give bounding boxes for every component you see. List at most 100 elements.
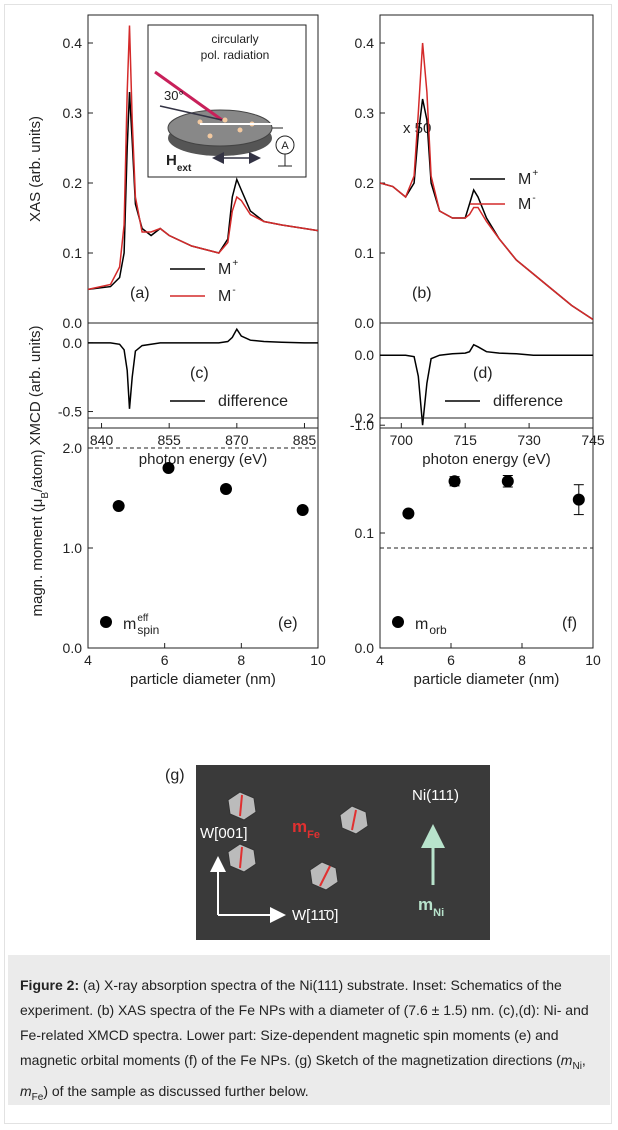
legend-superscript: eff [137,613,148,624]
y-tick-label: 0.4 [63,35,83,51]
fe-moment-label: mFe [292,817,320,841]
y-tick-label: 0.0 [63,315,83,331]
series-line [380,343,593,426]
legend-superscript: - [532,193,535,204]
panel-label: (f) [562,615,577,632]
caption-text: Ni [572,1060,582,1072]
legend-superscript: + [532,168,538,179]
legend-name: M [518,196,531,213]
plot-frame [87,322,319,429]
legend-swatch [392,616,404,628]
point [572,493,585,506]
caption-text: (a) X-ray absorption spectra of the Ni(1… [20,977,589,1068]
field-subscript: ext [177,163,192,174]
y-tick-label: 0.2 [355,410,375,426]
y-tick-label: 0.0 [63,640,83,656]
y-tick-label: 0.0 [355,315,375,331]
panel-label: (b) [412,285,432,302]
panel-label: (a) [130,285,150,302]
y-tick-label: 1.0 [63,540,83,556]
series-line [380,42,593,321]
x-tick-label: 730 [517,432,541,448]
legend-swatch [100,616,112,628]
y-axis-label-part: magn. moment (μ [29,499,46,617]
substrate-label: Ni(111) [412,787,459,804]
x-tick-label: 840 [90,432,114,448]
x-axis-label: particle diameter (nm) [414,671,560,688]
legend-name: m [123,616,136,633]
fe-moment-symbol: m [292,817,307,836]
caption: Figure 2: (a) X-ray absorption spectra o… [8,955,610,1105]
legend-label: m [123,616,136,633]
x-tick-label: 700 [390,432,414,448]
y-tick-label: 0.1 [63,245,83,261]
legend-subscript: spin [137,623,159,637]
y-axis-label: XAS (arb. units) [27,116,44,222]
y-tick-label: -0.5 [58,404,82,420]
caption-text: m [20,1082,32,1099]
beam-angle [159,105,223,121]
fe-moment-subscript: Fe [307,829,320,841]
x-tick-label: 715 [454,432,478,448]
caption-text: , [581,1052,586,1068]
x-tick-label: 4 [84,652,92,668]
y-axis-label-part: /atom) [29,449,46,492]
caption-text: Fe [31,1091,44,1103]
y-tick-label: 0.2 [355,175,375,191]
legend-name: difference [218,393,288,410]
y-tick-label: 0.4 [355,35,375,51]
x-tick-label: 855 [157,432,181,448]
particle [207,133,213,139]
legend-name: M [218,288,231,305]
point [162,462,175,474]
legend-name: difference [493,393,563,410]
legend-superscript: + [232,258,238,269]
x-tick-label: 6 [161,652,169,668]
legend-name: M [218,261,231,278]
y-tick-label: 0.1 [355,525,375,541]
ni-moment-label: mNi [418,895,444,919]
sketch: (g) W[001] W[11̄0] Ni(111) mFe mNi [165,765,490,940]
sample-disc [167,109,273,147]
y-tick-label: 0.3 [63,105,83,121]
caption-text: m [560,1052,573,1068]
figure: circularly pol. radiation 30° Hext A (g)… [27,14,605,940]
panel-label: (c) [190,365,209,382]
axis-label: W[11̄0] [292,907,338,924]
fe-moments [239,794,357,887]
plot-frame [379,322,594,429]
legend-label: difference [218,393,288,410]
x-axis-label: particle diameter (nm) [130,671,276,688]
series-line [88,25,318,291]
legend-label: M [218,288,231,305]
y-tick-label: -1.0 [350,417,374,433]
plot-frame [379,14,594,324]
ni-moment-symbol: m [418,895,433,914]
field-label: Hext [166,152,192,174]
axis-label: W[001] [200,825,248,842]
point [501,475,514,488]
point [112,500,125,512]
legend-subscript: orb [429,623,447,637]
caption-text: ) of the sample as discussed further bel… [43,1082,309,1099]
point [448,475,461,488]
figure-frame [4,4,612,1124]
x-tick-label: 8 [518,652,526,668]
x-tick-label: 10 [310,652,326,668]
beam [154,70,223,122]
x-tick-label: 8 [237,652,245,668]
legend-label: m [415,616,428,633]
x-tick-label: 4 [376,652,384,668]
inset-text: circularly [211,32,258,46]
y-tick-label: 0.2 [63,175,83,191]
y-tick-label: 0.0 [355,347,375,363]
point [296,504,309,516]
y-tick-label: 2.0 [63,440,83,456]
y-tick-label: 0.1 [355,245,375,261]
legend-name: m [415,616,428,633]
legend-name: M [518,171,531,188]
ni-moment-subscript: Ni [433,907,444,919]
x-axis-label: photon energy (eV) [139,451,267,468]
y-tick-label: 0.0 [63,335,83,351]
